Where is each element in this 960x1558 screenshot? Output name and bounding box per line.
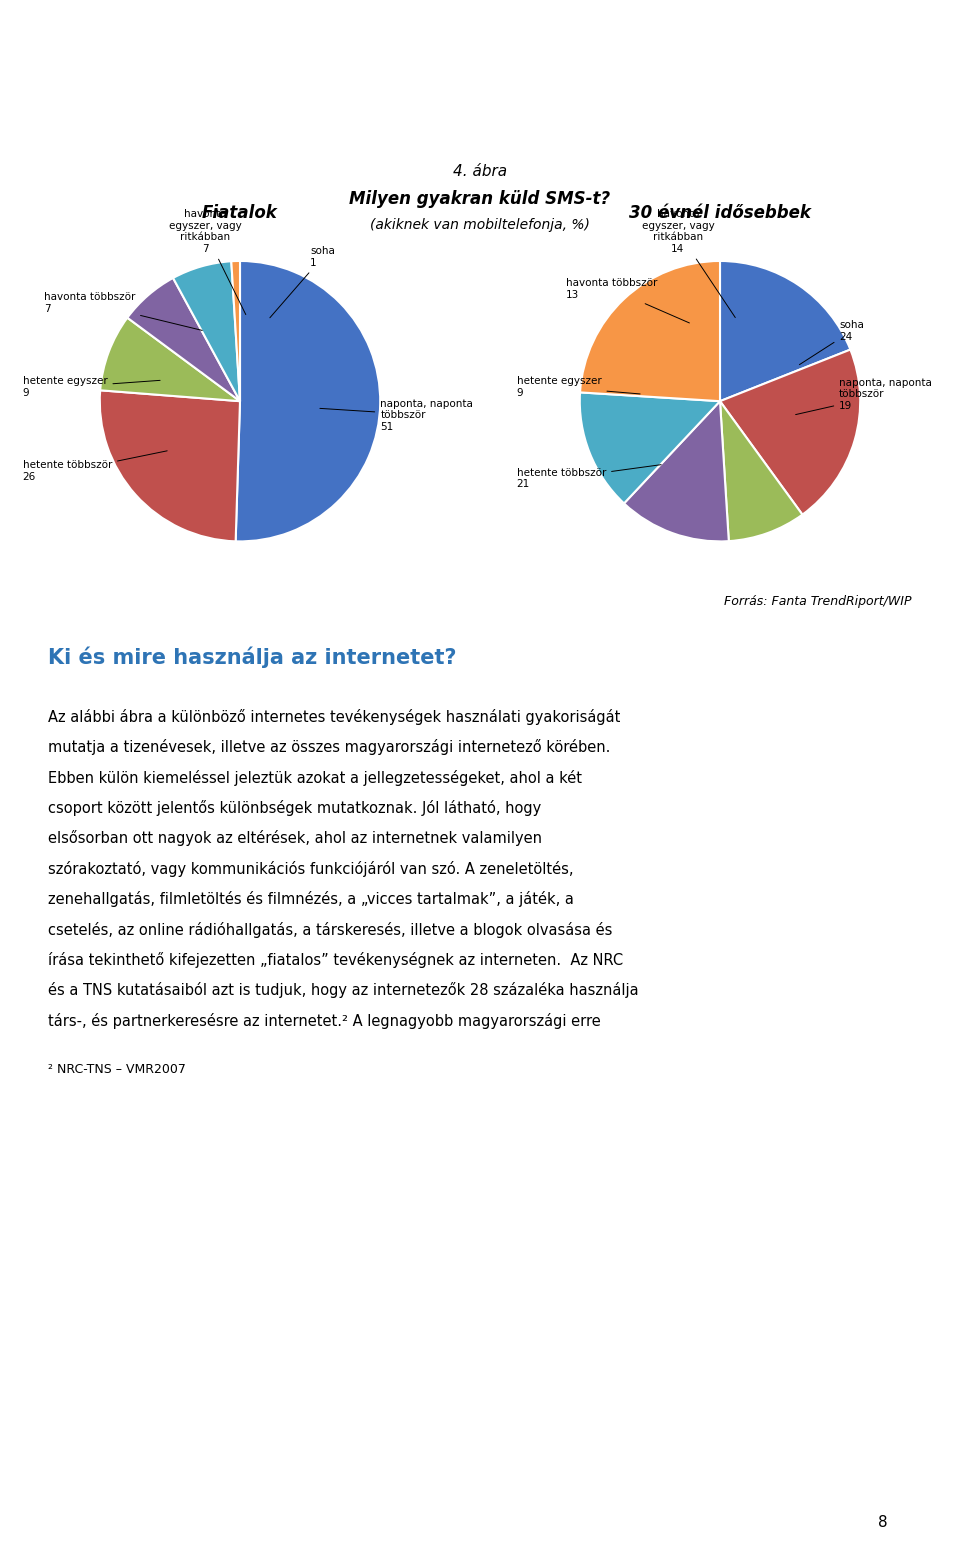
Wedge shape [580, 393, 720, 503]
Text: naponta, naponta
többször
19: naponta, naponta többször 19 [796, 377, 932, 414]
Wedge shape [720, 260, 851, 402]
Text: hetente többször
21: hetente többször 21 [516, 464, 661, 489]
Text: csoport között jelentős különbségek mutatkoznak. Jól látható, hogy: csoport között jelentős különbségek muta… [48, 801, 541, 816]
Wedge shape [720, 402, 803, 541]
Wedge shape [173, 262, 240, 402]
Text: (akiknek van mobiltelefonja, %): (akiknek van mobiltelefonja, %) [370, 218, 590, 232]
Text: havonta
egyszer, vagy
ritkábban
14: havonta egyszer, vagy ritkábban 14 [641, 209, 735, 318]
Wedge shape [231, 260, 240, 402]
Text: Forrás: Fanta TrendRiport/WIP: Forrás: Fanta TrendRiport/WIP [725, 595, 912, 608]
Text: mutatja a tizenévesek, illetve az összes magyarországi internetező körében.: mutatja a tizenévesek, illetve az összes… [48, 738, 611, 756]
Text: soha
1: soha 1 [270, 246, 335, 318]
Wedge shape [580, 260, 720, 402]
Wedge shape [624, 402, 729, 541]
Text: hetente egyszer
9: hetente egyszer 9 [23, 377, 160, 397]
Wedge shape [100, 318, 240, 402]
Text: hetente egyszer
9: hetente egyszer 9 [516, 377, 640, 397]
Text: 4. ábra: 4. ábra [453, 164, 507, 179]
Text: Ebben külön kiemeléssel jeleztük azokat a jellegzetességeket, ahol a két: Ebben külön kiemeléssel jeleztük azokat … [48, 770, 582, 785]
Wedge shape [100, 391, 240, 541]
Text: Milyen gyakran küld SMS-t?: Milyen gyakran küld SMS-t? [349, 190, 611, 209]
Wedge shape [720, 349, 860, 514]
Text: havonta többször
13: havonta többször 13 [565, 279, 689, 323]
Text: havonta
egyszer, vagy
ritkábban
7: havonta egyszer, vagy ritkábban 7 [169, 209, 246, 315]
Wedge shape [128, 277, 240, 402]
Title: Fiatalok: Fiatalok [203, 204, 277, 221]
Text: Az alábbi ábra a különböző internetes tevékenységek használati gyakoriságát: Az alábbi ábra a különböző internetes te… [48, 709, 620, 724]
Text: elsősorban ott nagyok az eltérések, ahol az internetnek valamilyen: elsősorban ott nagyok az eltérések, ahol… [48, 830, 542, 846]
Title: 30 évnél idősebbek: 30 évnél idősebbek [629, 204, 811, 221]
Text: 8: 8 [878, 1514, 888, 1530]
Text: naponta, naponta
többször
51: naponta, naponta többször 51 [320, 399, 473, 432]
Text: és a TNS kutatásaiból azt is tudjuk, hogy az internetezők 28 százaléka használja: és a TNS kutatásaiból azt is tudjuk, hog… [48, 983, 638, 999]
Text: soha
24: soha 24 [800, 321, 864, 365]
Text: zenehallgatás, filmletöltés és filmnézés, a „vicces tartalmak”, a játék, a: zenehallgatás, filmletöltés és filmnézés… [48, 891, 574, 907]
Text: szórakoztató, vagy kommunikációs funkciójáról van szó. A zeneletöltés,: szórakoztató, vagy kommunikációs funkció… [48, 860, 573, 877]
Text: írása tekinthető kifejezetten „fiatalos” tevékenységnek az interneten.  Az NRC: írása tekinthető kifejezetten „fiatalos”… [48, 952, 623, 968]
Wedge shape [235, 260, 380, 541]
Text: Ki és mire használja az internetet?: Ki és mire használja az internetet? [48, 647, 457, 668]
Text: ² NRC-TNS – VMR2007: ² NRC-TNS – VMR2007 [48, 1063, 186, 1075]
Text: hetente többször
26: hetente többször 26 [23, 450, 167, 481]
Text: társ-, és partnerkeresésre az internetet.² A legnagyobb magyarországi erre: társ-, és partnerkeresésre az internetet… [48, 1013, 601, 1028]
Text: csetelés, az online rádióhallgatás, a társkeresés, illetve a blogok olvasása és: csetelés, az online rádióhallgatás, a tá… [48, 921, 612, 938]
Text: havonta többször
7: havonta többször 7 [44, 293, 203, 330]
